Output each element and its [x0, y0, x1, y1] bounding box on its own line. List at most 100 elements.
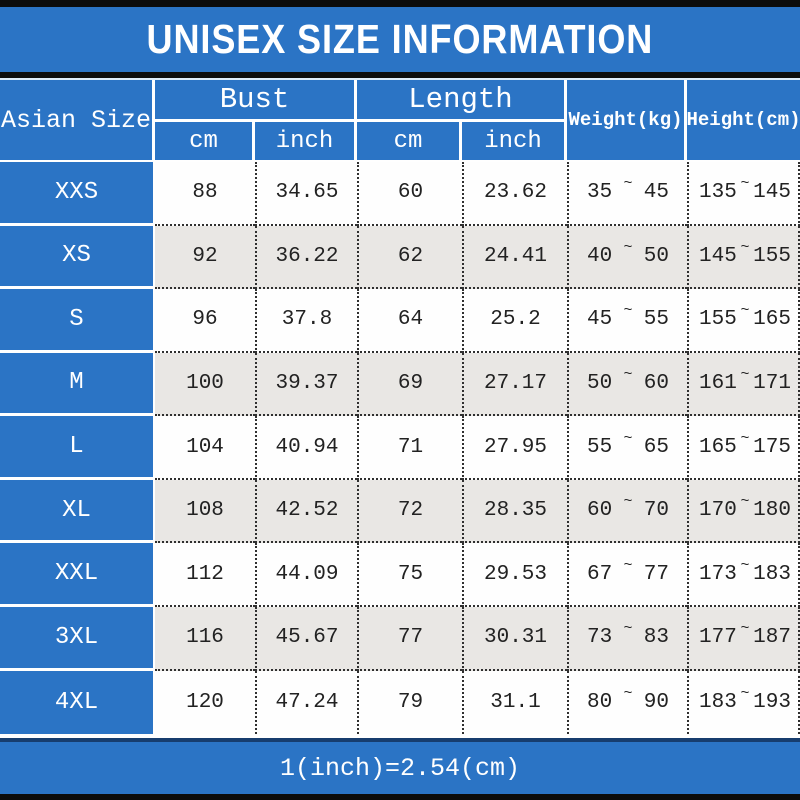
bust-inch-value: 39.37 — [255, 352, 357, 417]
weight-range: 67 ~ 77 — [567, 543, 687, 607]
bust-cm-value: 120 — [155, 670, 255, 735]
footer-gap — [0, 734, 800, 738]
table-row: S 96 37.8 64 25.2 45 ~ 55 155 ~ 165 — [0, 289, 800, 353]
height-range: 145 ~ 155 — [687, 225, 800, 290]
height-max: 155 — [753, 244, 791, 268]
length-cm-value: 77 — [357, 606, 462, 671]
weight-min: 67 — [587, 562, 613, 586]
length-inch-value: 27.17 — [462, 352, 567, 417]
weight-range: 73 ~ 83 — [567, 606, 687, 671]
height-min: 170 — [699, 499, 737, 523]
tilde-symbol: ~ — [623, 620, 633, 638]
height-range: 173 ~ 183 — [687, 543, 800, 607]
length-inch-value: 30.31 — [462, 606, 567, 671]
height-min: 161 — [699, 371, 737, 395]
bust-cm-value: 112 — [155, 543, 255, 607]
bust-cm-value: 88 — [155, 162, 255, 226]
column-group-length: Length — [357, 80, 567, 122]
tilde-symbol: ~ — [623, 238, 633, 256]
tilde-symbol: ~ — [740, 429, 750, 447]
conversion-note-bar: 1(inch)=2.54(cm) — [0, 742, 800, 794]
bust-inch-value: 44.09 — [255, 543, 357, 607]
height-range: 135 ~ 145 — [687, 162, 800, 226]
weight-max: 90 — [643, 690, 669, 714]
bust-cm-value: 92 — [155, 225, 255, 290]
subheader-bust-inch: inch — [255, 122, 357, 160]
weight-min: 40 — [587, 244, 613, 268]
tilde-symbol: ~ — [740, 175, 750, 193]
bust-cm-value: 96 — [155, 289, 255, 353]
weight-min: 45 — [587, 308, 613, 332]
weight-max: 60 — [643, 371, 669, 395]
page-title: UNISEX SIZE INFORMATION — [146, 16, 654, 62]
tilde-symbol: ~ — [740, 365, 750, 383]
weight-range: 80 ~ 90 — [567, 670, 687, 735]
table-row: M 100 39.37 69 27.17 50 ~ 60 161 ~ 171 — [0, 352, 800, 417]
weight-range: 60 ~ 70 — [567, 479, 687, 544]
table-row: 3XL 116 45.67 77 30.31 73 ~ 83 177 ~ 187 — [0, 606, 800, 671]
bust-inch-value: 34.65 — [255, 162, 357, 226]
height-min: 183 — [699, 690, 737, 714]
height-max: 165 — [753, 308, 791, 332]
subheader-length-inch: inch — [462, 122, 567, 160]
subheader-length-cm: cm — [357, 122, 462, 160]
column-header-weight: Weight(kg) — [567, 80, 687, 160]
bust-cm-value: 108 — [155, 479, 255, 544]
size-label: XS — [0, 225, 155, 290]
length-cm-value: 75 — [357, 543, 462, 607]
height-min: 165 — [699, 435, 737, 459]
column-header-asian-size: Asian Size — [0, 80, 155, 160]
weight-max: 50 — [643, 244, 669, 268]
size-label: XXL — [0, 543, 155, 607]
bust-inch-value: 47.24 — [255, 670, 357, 735]
tilde-symbol: ~ — [623, 493, 633, 511]
length-inch-value: 27.95 — [462, 416, 567, 480]
table-row: L 104 40.94 71 27.95 55 ~ 65 165 ~ 175 — [0, 416, 800, 480]
column-group-bust: Bust — [155, 80, 357, 122]
height-min: 155 — [699, 308, 737, 332]
tilde-symbol: ~ — [623, 302, 633, 320]
length-inch-value: 25.2 — [462, 289, 567, 353]
size-label: XL — [0, 479, 155, 544]
height-min: 135 — [699, 181, 737, 205]
table-row: XL 108 42.52 72 28.35 60 ~ 70 170 ~ 180 — [0, 479, 800, 544]
weight-max: 83 — [643, 626, 669, 650]
tilde-symbol: ~ — [740, 302, 750, 320]
height-range: 161 ~ 171 — [687, 352, 800, 417]
weight-min: 35 — [587, 181, 613, 205]
bust-cm-value: 104 — [155, 416, 255, 480]
tilde-symbol: ~ — [740, 620, 750, 638]
bust-inch-value: 45.67 — [255, 606, 357, 671]
length-cm-value: 72 — [357, 479, 462, 544]
length-cm-value: 62 — [357, 225, 462, 290]
tilde-symbol: ~ — [740, 493, 750, 511]
height-range: 155 ~ 165 — [687, 289, 800, 353]
bust-cm-value: 100 — [155, 352, 255, 417]
weight-min: 50 — [587, 371, 613, 395]
weight-min: 80 — [587, 690, 613, 714]
table-header: Asian Size Bust Length Weight(kg) Height… — [0, 78, 800, 162]
height-range: 183 ~ 193 — [687, 670, 800, 735]
bust-inch-value: 42.52 — [255, 479, 357, 544]
height-range: 170 ~ 180 — [687, 479, 800, 544]
tilde-symbol: ~ — [623, 175, 633, 193]
bust-inch-value: 40.94 — [255, 416, 357, 480]
bust-cm-value: 116 — [155, 606, 255, 671]
weight-min: 55 — [587, 435, 613, 459]
height-max: 193 — [753, 690, 791, 714]
table-row: XXS 88 34.65 60 23.62 35 ~ 45 135 ~ 145 — [0, 162, 800, 226]
height-range: 177 ~ 187 — [687, 606, 800, 671]
height-max: 187 — [753, 626, 791, 650]
length-inch-value: 23.62 — [462, 162, 567, 226]
table-row: XXL 112 44.09 75 29.53 67 ~ 77 173 ~ 183 — [0, 543, 800, 607]
weight-min: 73 — [587, 626, 613, 650]
height-max: 145 — [753, 181, 791, 205]
weight-max: 55 — [643, 308, 669, 332]
weight-range: 50 ~ 60 — [567, 352, 687, 417]
length-inch-value: 31.1 — [462, 670, 567, 735]
weight-range: 55 ~ 65 — [567, 416, 687, 480]
bottom-border-bar — [0, 794, 800, 800]
height-max: 180 — [753, 499, 791, 523]
tilde-symbol: ~ — [740, 556, 750, 574]
